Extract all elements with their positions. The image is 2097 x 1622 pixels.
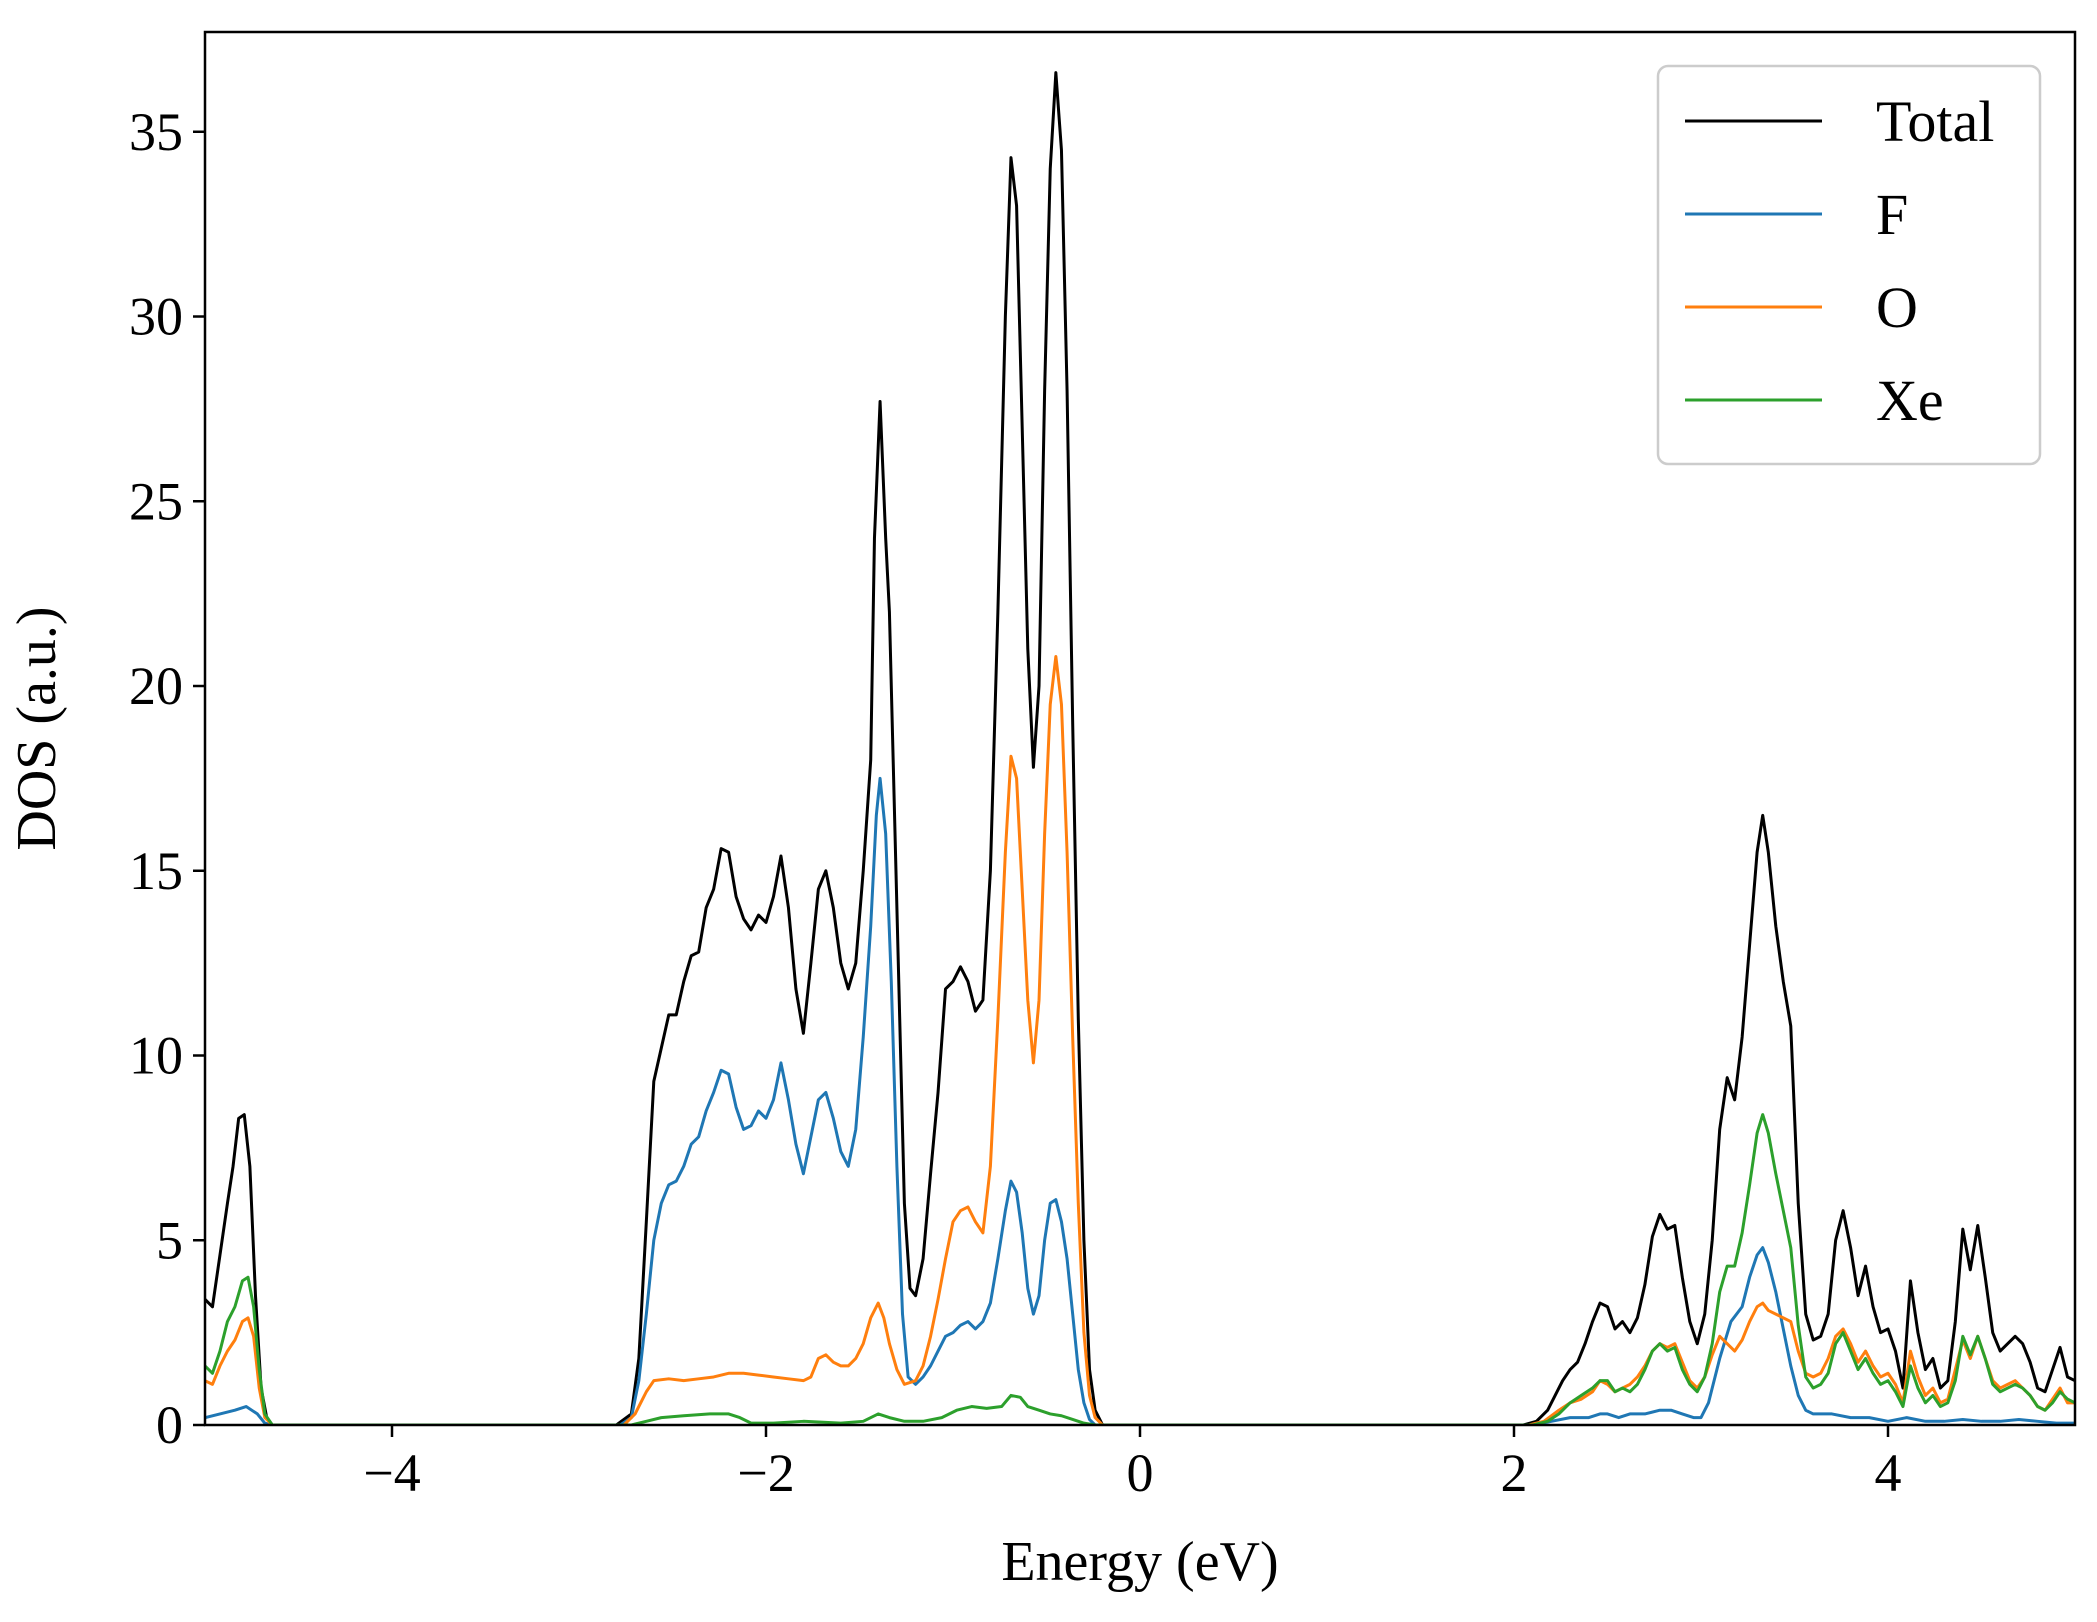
series-layer — [205, 71, 2075, 1425]
legend-label-o: O — [1876, 275, 1918, 340]
legend-label-f: F — [1876, 182, 1908, 247]
y-axis-label: DOS (a.u.) — [6, 606, 68, 850]
y-tick-label: 20 — [129, 656, 183, 716]
legend-label-total: Total — [1876, 89, 1994, 154]
x-tick-label: 2 — [1501, 1443, 1528, 1503]
legend-box — [1656, 64, 2042, 466]
legend: Total FO Xe — [1656, 64, 2042, 466]
y-tick-label: 0 — [156, 1395, 183, 1455]
ticks-layer: −4 −2 0 2 4 0 5 10 15 20 25 30 35 — [129, 102, 1902, 1503]
y-tick-label: 25 — [129, 471, 183, 531]
x-tick-label: 0 — [1127, 1443, 1154, 1503]
series-line-total — [205, 71, 2075, 1425]
x-tick-label: −4 — [363, 1443, 420, 1503]
y-tick-label: 30 — [129, 287, 183, 347]
y-tick-label: 15 — [129, 841, 183, 901]
y-tick-label: 5 — [156, 1210, 183, 1270]
x-axis-label: Energy (eV) — [1001, 1531, 1278, 1593]
series-line-xe — [205, 1113, 2075, 1425]
x-tick-label: 4 — [1875, 1443, 1902, 1503]
x-tick-label: −2 — [737, 1443, 794, 1503]
y-tick-label: 10 — [129, 1026, 183, 1086]
y-tick-label: 35 — [129, 102, 183, 162]
series-line-f — [205, 776, 2075, 1425]
legend-label-xe: Xe — [1876, 368, 1944, 433]
